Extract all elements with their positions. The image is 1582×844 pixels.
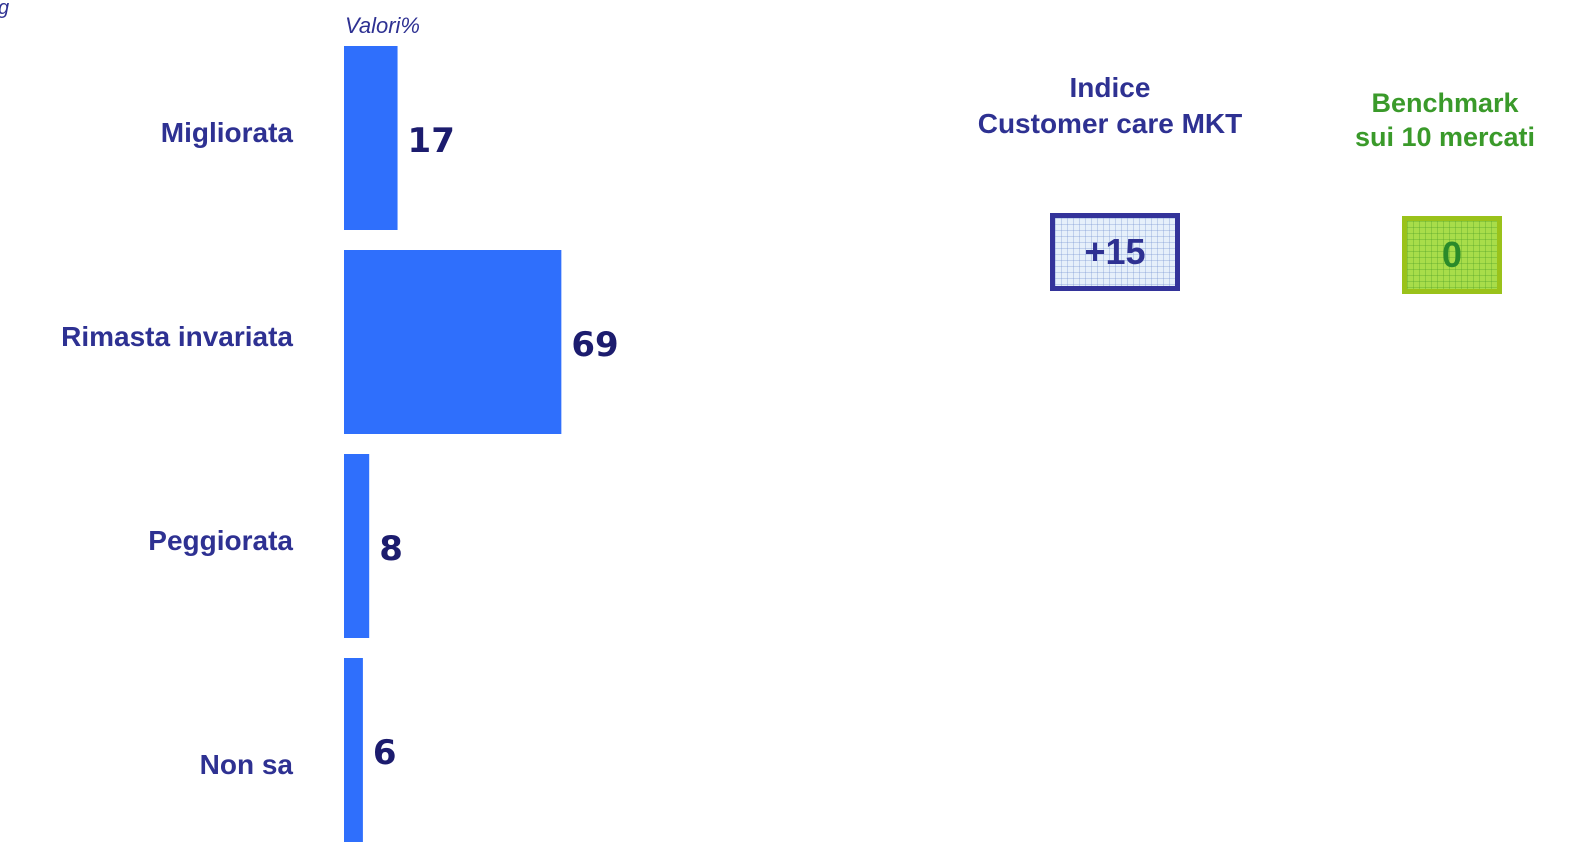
bar-2 (344, 454, 370, 638)
index-title: Indice Customer care MKT (977, 72, 1243, 139)
cropped-edge-text: g (0, 0, 9, 20)
bars-group: 17 Migliorata 69 Rimasta invariata 8 Peggiora… (61, 46, 619, 842)
category-label-1: Rimasta invariata (61, 321, 293, 352)
benchmark-title: Benchmark sui 10 mercati (1354, 88, 1536, 152)
bar-1 (344, 250, 562, 434)
category-label-0: Migliorata (161, 117, 294, 148)
value-label-1: 69 (571, 325, 618, 365)
bar-0 (344, 46, 398, 230)
value-label-3: 6 (373, 733, 397, 773)
index-value: +15 (1084, 231, 1146, 272)
category-label-3: Non sa (200, 749, 294, 780)
unit-label: Valori% (345, 13, 420, 38)
benchmark-value-box: 0 (1402, 216, 1502, 294)
value-label-2: 8 (379, 529, 403, 569)
index-value-box: +15 (1050, 213, 1180, 291)
bar-3 (344, 658, 363, 842)
category-label-2: Peggiorata (148, 525, 293, 556)
benchmark-value: 0 (1441, 234, 1463, 275)
value-label-0: 17 (408, 121, 455, 161)
